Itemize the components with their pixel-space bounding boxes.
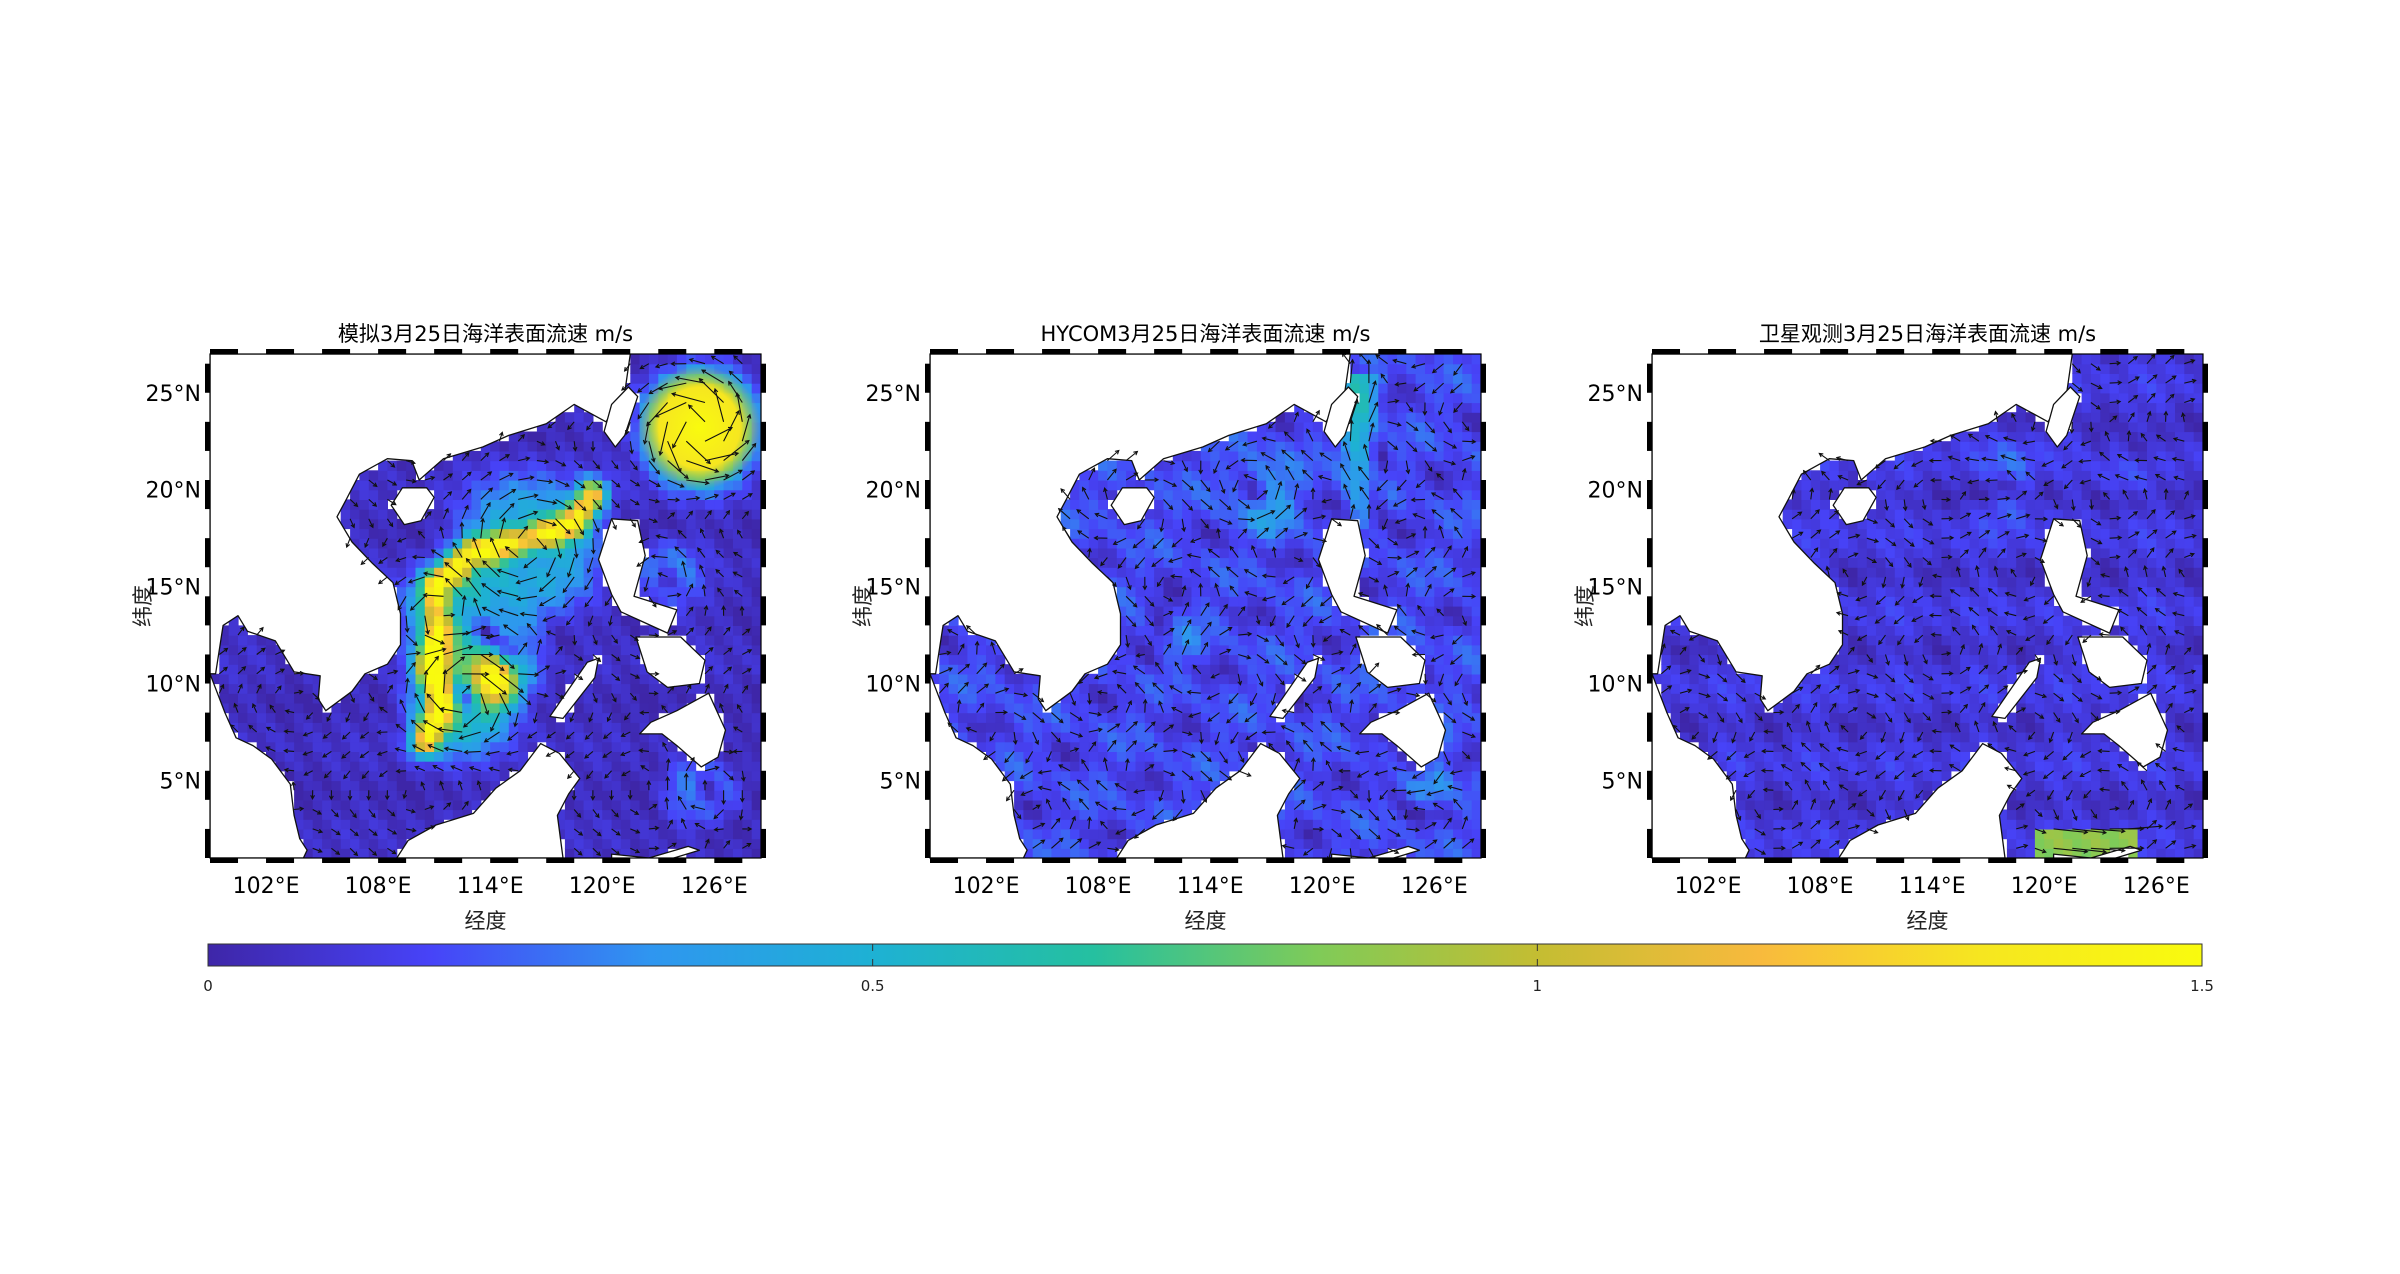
map-area bbox=[210, 354, 762, 860]
y-tick-label: 25°N bbox=[146, 382, 201, 407]
x-axis-label: 经度 bbox=[1907, 909, 1949, 933]
x-axis-label: 经度 bbox=[1185, 909, 1227, 933]
x-tick-label: 108°E bbox=[1787, 874, 1854, 899]
y-tick-label: 25°N bbox=[1588, 382, 1643, 407]
x-tick-label: 126°E bbox=[2123, 874, 2190, 899]
colorbar-tick-label: 0 bbox=[203, 977, 213, 995]
colorbar-tick-label: 0.5 bbox=[861, 977, 885, 995]
y-tick-label: 5°N bbox=[1602, 769, 1643, 794]
y-tick-label: 5°N bbox=[160, 769, 201, 794]
y-tick-label: 20°N bbox=[146, 479, 201, 504]
y-tick-label: 20°N bbox=[1588, 479, 1643, 504]
x-tick-label: 114°E bbox=[1899, 874, 1966, 899]
x-tick-label: 114°E bbox=[457, 874, 524, 899]
y-tick-label: 15°N bbox=[1588, 576, 1643, 601]
x-tick-label: 120°E bbox=[1289, 874, 1356, 899]
x-tick-label: 114°E bbox=[1177, 874, 1244, 899]
x-tick-label: 120°E bbox=[569, 874, 636, 899]
y-tick-label: 10°N bbox=[866, 673, 921, 698]
y-tick-label: 10°N bbox=[1588, 673, 1643, 698]
colorbar-tick-label: 1 bbox=[1533, 977, 1543, 995]
x-tick-label: 102°E bbox=[953, 874, 1020, 899]
x-tick-label: 120°E bbox=[2011, 874, 2078, 899]
x-tick-label: 102°E bbox=[1675, 874, 1742, 899]
x-axis-label: 经度 bbox=[465, 909, 507, 933]
panel-title: 模拟3月25日海洋表面流速 m/s bbox=[338, 322, 633, 346]
y-tick-label: 10°N bbox=[146, 673, 201, 698]
colorbar-tick-label: 1.5 bbox=[2190, 977, 2214, 995]
x-tick-label: 108°E bbox=[345, 874, 412, 899]
map-area bbox=[1652, 354, 2204, 860]
x-tick-label: 102°E bbox=[233, 874, 300, 899]
eddy-highlight bbox=[637, 366, 761, 490]
y-tick-label: 5°N bbox=[880, 769, 921, 794]
colorbar-bar bbox=[208, 944, 2202, 966]
colorbar: 0 0.5 1 1.5 bbox=[203, 944, 2214, 995]
y-tick-label: 20°N bbox=[866, 479, 921, 504]
y-tick-label: 15°N bbox=[146, 576, 201, 601]
x-tick-label: 126°E bbox=[1401, 874, 1468, 899]
x-tick-label: 108°E bbox=[1065, 874, 1132, 899]
y-tick-label: 15°N bbox=[866, 576, 921, 601]
panel-title: 卫星观测3月25日海洋表面流速 m/s bbox=[1759, 322, 2096, 346]
panel-title: HYCOM3月25日海洋表面流速 m/s bbox=[1040, 322, 1370, 346]
x-tick-label: 126°E bbox=[681, 874, 748, 899]
map-area bbox=[930, 353, 1482, 861]
y-tick-label: 25°N bbox=[866, 382, 921, 407]
